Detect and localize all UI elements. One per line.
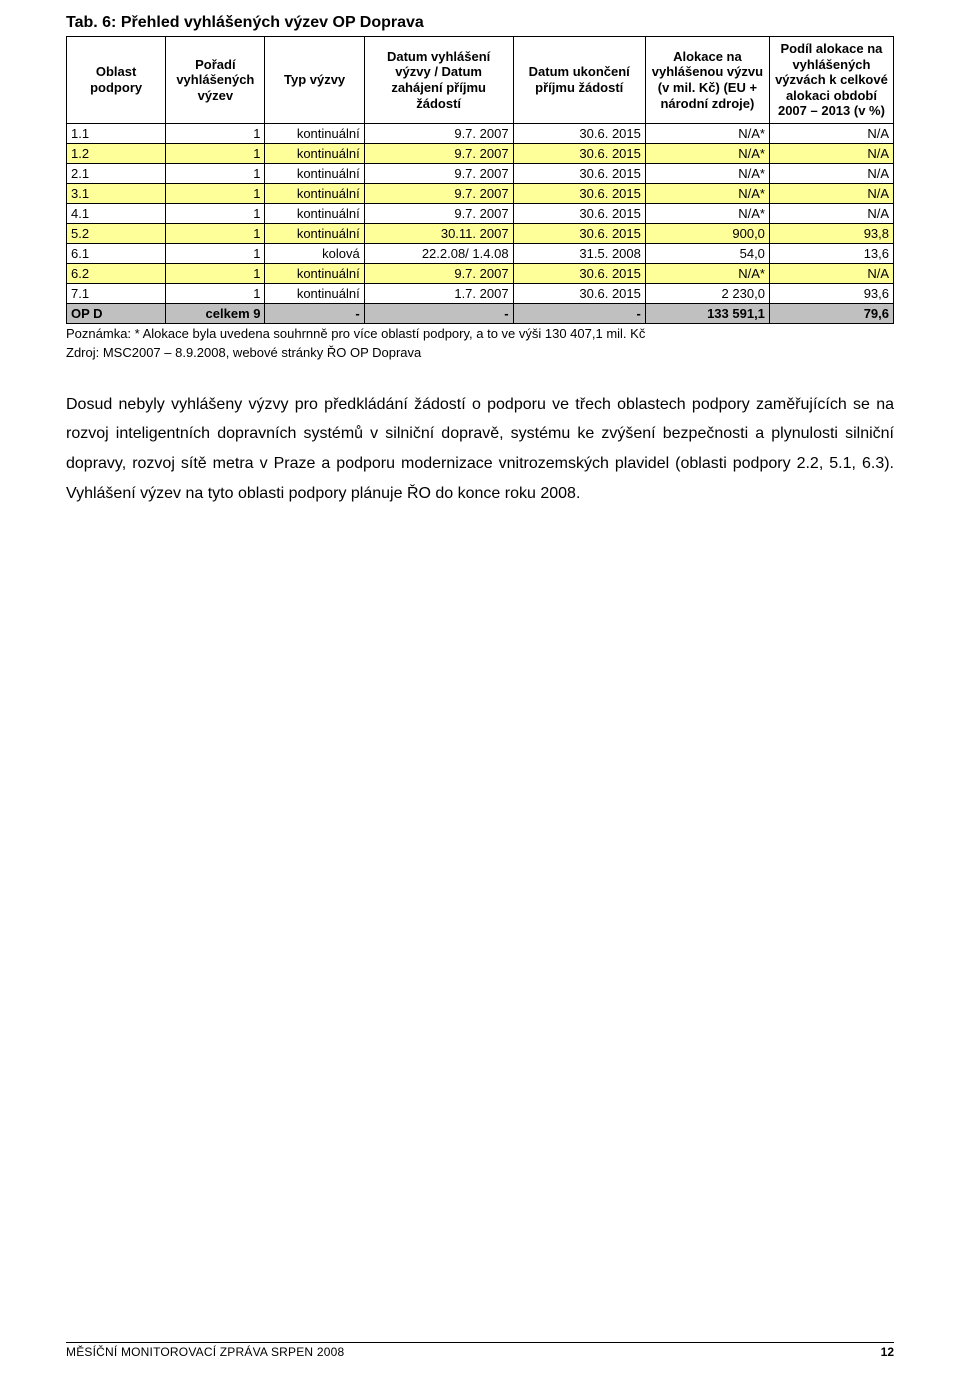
note-line-2: Zdroj: MSC2007 – 8.9.2008, webové stránk… <box>66 345 894 362</box>
table-cell: kontinuální <box>265 163 364 183</box>
table-cell: 9.7. 2007 <box>364 203 513 223</box>
footer-left-text: MĚSÍČNÍ MONITOROVACÍ ZPRÁVA SRPEN 2008 <box>66 1345 344 1359</box>
table-row: 3.11kontinuální9.7. 200730.6. 2015N/A*N/… <box>67 183 894 203</box>
table-cell: 31.5. 2008 <box>513 243 645 263</box>
table-cell: N/A <box>769 183 893 203</box>
table-row: 6.11kolová22.2.08/ 1.4.0831.5. 200854,01… <box>67 243 894 263</box>
table-row: 6.21kontinuální9.7. 200730.6. 2015N/A*N/… <box>67 263 894 283</box>
data-table: Oblast podporyPořadí vyhlášených výzevTy… <box>66 36 894 324</box>
table-cell: 30.6. 2015 <box>513 123 645 143</box>
table-cell: 5.2 <box>67 223 166 243</box>
table-cell: 54,0 <box>645 243 769 263</box>
table-total-row: OP Dcelkem 9---133 591,179,6 <box>67 303 894 323</box>
table-cell: 30.6. 2015 <box>513 283 645 303</box>
table-cell: 3.1 <box>67 183 166 203</box>
table-cell: kontinuální <box>265 183 364 203</box>
table-cell: 9.7. 2007 <box>364 143 513 163</box>
table-total-cell: celkem 9 <box>166 303 265 323</box>
table-header-cell: Podíl alokace na vyhlášených výzvách k c… <box>769 37 893 124</box>
table-cell: N/A* <box>645 123 769 143</box>
table-cell: 9.7. 2007 <box>364 123 513 143</box>
table-cell: kontinuální <box>265 223 364 243</box>
table-cell: 6.1 <box>67 243 166 263</box>
table-cell: N/A* <box>645 183 769 203</box>
table-cell: N/A <box>769 263 893 283</box>
table-row: 4.11kontinuální9.7. 200730.6. 2015N/A*N/… <box>67 203 894 223</box>
table-row: 1.11kontinuální9.7. 200730.6. 2015N/A*N/… <box>67 123 894 143</box>
footer-page-number: 12 <box>881 1345 894 1359</box>
table-row: 2.11kontinuální9.7. 200730.6. 2015N/A*N/… <box>67 163 894 183</box>
table-cell: 7.1 <box>67 283 166 303</box>
table-cell: 1 <box>166 143 265 163</box>
table-cell: N/A* <box>645 163 769 183</box>
table-header-cell: Typ výzvy <box>265 37 364 124</box>
table-cell: kontinuální <box>265 263 364 283</box>
table-cell: 30.6. 2015 <box>513 183 645 203</box>
table-cell: 13,6 <box>769 243 893 263</box>
table-cell: 30.6. 2015 <box>513 223 645 243</box>
table-cell: 2.1 <box>67 163 166 183</box>
table-cell: 1 <box>166 183 265 203</box>
table-cell: N/A <box>769 143 893 163</box>
table-cell: N/A* <box>645 143 769 163</box>
table-cell: 30.6. 2015 <box>513 163 645 183</box>
table-cell: 93,6 <box>769 283 893 303</box>
table-cell: N/A* <box>645 263 769 283</box>
table-row: 7.11kontinuální1.7. 200730.6. 20152 230,… <box>67 283 894 303</box>
table-header-cell: Datum vyhlášení výzvy / Datum zahájení p… <box>364 37 513 124</box>
table-cell: 30.6. 2015 <box>513 263 645 283</box>
table-cell: 9.7. 2007 <box>364 263 513 283</box>
table-header-cell: Alokace na vyhlášenou výzvu (v mil. Kč) … <box>645 37 769 124</box>
table-total-cell: - <box>364 303 513 323</box>
table-cell: kontinuální <box>265 123 364 143</box>
table-cell: kolová <box>265 243 364 263</box>
table-cell: 4.1 <box>67 203 166 223</box>
note-line-1: Poznámka: * Alokace byla uvedena souhrnn… <box>66 326 894 343</box>
table-total-cell: - <box>265 303 364 323</box>
table-cell: 1 <box>166 223 265 243</box>
body-paragraph: Dosud nebyly vyhlášeny výzvy pro předklá… <box>66 390 894 508</box>
table-header-cell: Datum ukončení příjmu žádostí <box>513 37 645 124</box>
table-cell: 1 <box>166 203 265 223</box>
table-header-row: Oblast podporyPořadí vyhlášených výzevTy… <box>67 37 894 124</box>
table-cell: kontinuální <box>265 143 364 163</box>
table-cell: 1 <box>166 163 265 183</box>
table-row: 1.21kontinuální9.7. 200730.6. 2015N/A*N/… <box>67 143 894 163</box>
table-cell: 30.11. 2007 <box>364 223 513 243</box>
table-header-cell: Pořadí vyhlášených výzev <box>166 37 265 124</box>
table-cell: 9.7. 2007 <box>364 183 513 203</box>
table-cell: 2 230,0 <box>645 283 769 303</box>
table-cell: kontinuální <box>265 283 364 303</box>
page-footer: MĚSÍČNÍ MONITOROVACÍ ZPRÁVA SRPEN 2008 1… <box>66 1342 894 1359</box>
table-cell: 9.7. 2007 <box>364 163 513 183</box>
table-cell: 1.1 <box>67 123 166 143</box>
table-cell: N/A <box>769 163 893 183</box>
table-cell: 1 <box>166 123 265 143</box>
table-cell: 30.6. 2015 <box>513 143 645 163</box>
table-cell: 93,8 <box>769 223 893 243</box>
table-cell: N/A* <box>645 203 769 223</box>
table-cell: 1.7. 2007 <box>364 283 513 303</box>
table-total-cell: 79,6 <box>769 303 893 323</box>
table-cell: 900,0 <box>645 223 769 243</box>
table-cell: 1.2 <box>67 143 166 163</box>
table-cell: 6.2 <box>67 263 166 283</box>
table-cell: 22.2.08/ 1.4.08 <box>364 243 513 263</box>
table-title: Tab. 6: Přehled vyhlášených výzev OP Dop… <box>66 14 894 32</box>
table-total-cell: OP D <box>67 303 166 323</box>
table-cell: N/A <box>769 123 893 143</box>
table-cell: 1 <box>166 263 265 283</box>
table-cell: 1 <box>166 243 265 263</box>
table-cell: 1 <box>166 283 265 303</box>
table-total-cell: 133 591,1 <box>645 303 769 323</box>
table-header-cell: Oblast podpory <box>67 37 166 124</box>
table-total-cell: - <box>513 303 645 323</box>
table-cell: 30.6. 2015 <box>513 203 645 223</box>
table-row: 5.21kontinuální30.11. 200730.6. 2015900,… <box>67 223 894 243</box>
table-cell: N/A <box>769 203 893 223</box>
table-cell: kontinuální <box>265 203 364 223</box>
